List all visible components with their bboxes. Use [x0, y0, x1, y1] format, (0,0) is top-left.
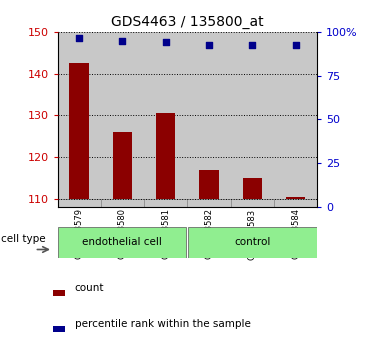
Bar	[101, 32, 144, 207]
Bar	[144, 32, 187, 207]
Point	[163, 40, 169, 45]
Bar	[69, 63, 89, 199]
Point	[76, 35, 82, 41]
Bar	[144, 199, 187, 207]
Title: GDS4463 / 135800_at: GDS4463 / 135800_at	[111, 16, 264, 29]
Point	[249, 42, 255, 48]
Bar	[274, 32, 317, 207]
Bar	[58, 227, 187, 258]
Bar	[231, 32, 274, 207]
Bar	[286, 197, 305, 199]
Bar	[156, 113, 175, 199]
Bar	[231, 199, 274, 207]
Text: control: control	[234, 238, 270, 247]
Bar	[188, 227, 317, 258]
Bar	[58, 199, 101, 207]
Bar	[58, 32, 101, 207]
Text: endothelial cell: endothelial cell	[82, 238, 162, 247]
Bar	[199, 170, 219, 199]
Text: cell type: cell type	[1, 234, 46, 244]
Bar	[53, 326, 65, 332]
Text: percentile rank within the sample: percentile rank within the sample	[75, 319, 251, 329]
Bar	[243, 178, 262, 199]
Point	[119, 39, 125, 44]
Bar	[53, 290, 65, 296]
Bar	[101, 199, 144, 207]
Bar	[274, 199, 317, 207]
Text: count: count	[75, 283, 104, 293]
Bar	[187, 199, 231, 207]
Bar	[187, 32, 231, 207]
Point	[206, 42, 212, 48]
Point	[293, 42, 299, 48]
Bar	[113, 132, 132, 199]
